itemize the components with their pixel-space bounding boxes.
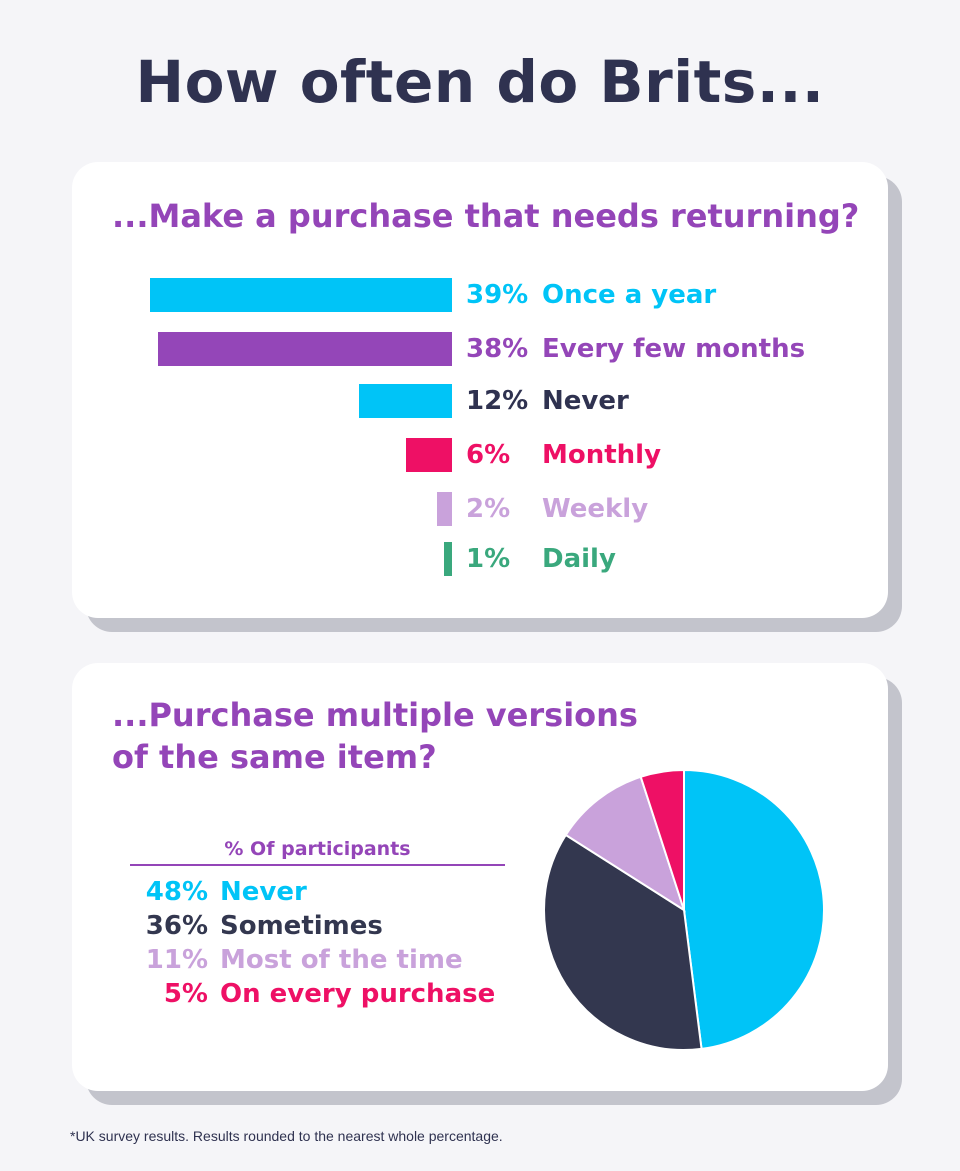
bar-value-label: 2% bbox=[466, 494, 511, 524]
bar-value-label: 6% bbox=[466, 440, 511, 470]
bar-category-label: Every few months bbox=[542, 334, 806, 364]
bar-monthly bbox=[405, 438, 452, 472]
page-title: How often do Brits... bbox=[135, 48, 825, 116]
bar-category-label: Once a year bbox=[542, 280, 717, 310]
bar-value-label: 39% bbox=[466, 280, 529, 310]
bar-value-label: 38% bbox=[466, 334, 529, 364]
legend-label: Sometimes bbox=[220, 911, 383, 941]
bar-chart-card: ...Make a purchase that needs returning?… bbox=[72, 162, 888, 618]
bar-chart-title: ...Make a purchase that needs returning? bbox=[112, 197, 860, 235]
pie-slice-on-every-purchase bbox=[639, 768, 685, 911]
bar-value-label: 12% bbox=[466, 386, 529, 416]
legend-divider bbox=[130, 864, 505, 866]
legend-value: 48% bbox=[145, 877, 208, 907]
legend-value: 11% bbox=[145, 945, 208, 975]
bar-once-a-year bbox=[150, 278, 452, 312]
footnote: *UK survey results. Results rounded to t… bbox=[70, 1128, 503, 1144]
pie-chart bbox=[543, 768, 825, 1051]
legend-heading: % Of participants bbox=[224, 838, 411, 860]
legend-value: 36% bbox=[145, 911, 208, 941]
legend-label: Never bbox=[220, 877, 307, 907]
legend-label: On every purchase bbox=[220, 979, 496, 1009]
pie-chart-title-line-1: ...Purchase multiple versions bbox=[112, 696, 638, 734]
bar-category-label: Monthly bbox=[542, 440, 662, 470]
bar-category-label: Never bbox=[542, 386, 629, 416]
bar-value-label: 1% bbox=[466, 544, 511, 574]
legend-value: 5% bbox=[163, 979, 208, 1009]
pie-slice-never bbox=[683, 768, 825, 1051]
bar-category-label: Daily bbox=[542, 544, 616, 574]
pie-slice-most-of-the-time bbox=[564, 775, 686, 913]
pie-slice-sometimes bbox=[543, 833, 703, 1051]
bar-category-label: Weekly bbox=[542, 494, 649, 524]
legend-label: Most of the time bbox=[220, 945, 463, 975]
bar-weekly bbox=[436, 492, 452, 526]
bar-daily bbox=[444, 542, 452, 576]
bar-never bbox=[359, 384, 452, 418]
pie-chart-title-line-2: of the same item? bbox=[112, 738, 437, 776]
bar-every-few-months bbox=[157, 332, 452, 366]
